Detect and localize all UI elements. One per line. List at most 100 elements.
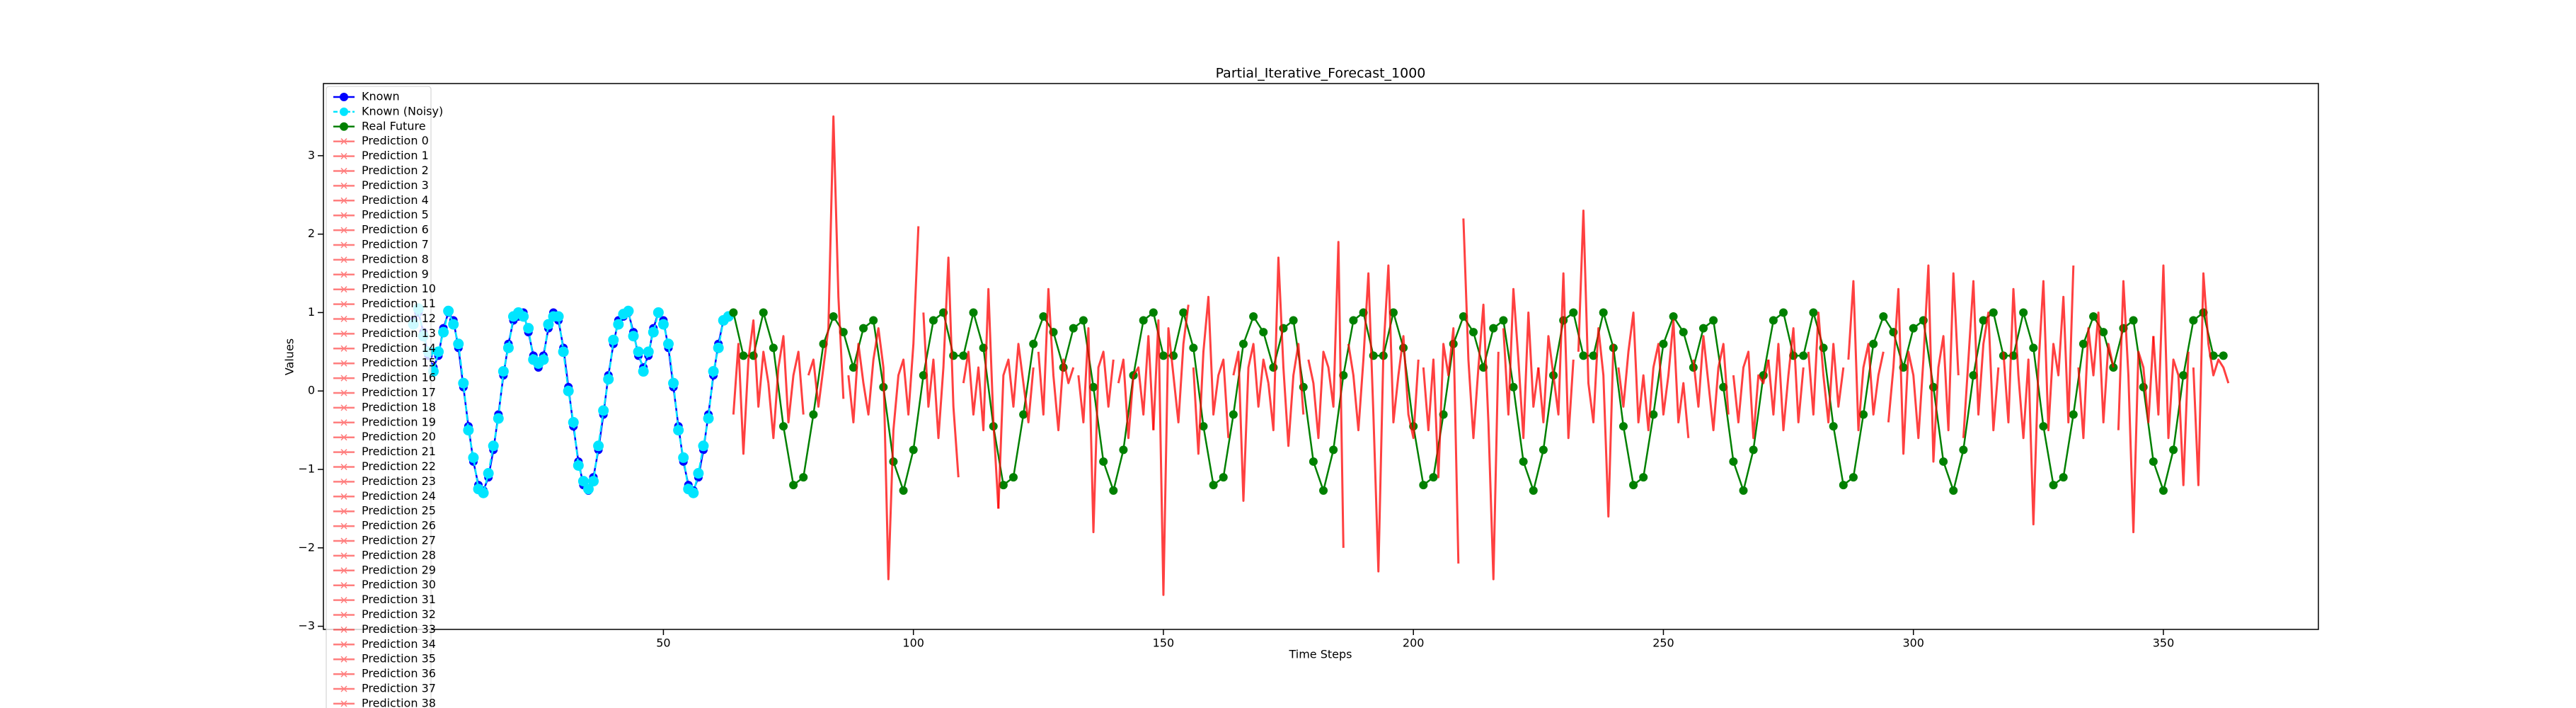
legend-label: Prediction 2 — [362, 164, 429, 177]
point — [340, 389, 347, 396]
legend-label: Prediction 17 — [362, 386, 436, 399]
point — [340, 493, 347, 500]
legend-entry — [333, 122, 355, 131]
point — [340, 182, 347, 189]
point — [438, 326, 449, 338]
plot-area — [408, 115, 2230, 596]
point — [340, 330, 347, 337]
legend-label: Prediction 22 — [362, 459, 436, 473]
x-tick-label: 50 — [656, 636, 670, 650]
point — [1829, 422, 1838, 431]
series — [1807, 311, 1845, 424]
point — [340, 611, 347, 619]
series — [2077, 311, 2115, 440]
legend-entry — [333, 567, 355, 574]
point — [1468, 328, 1478, 337]
point — [340, 315, 347, 323]
series-line — [1462, 218, 1500, 581]
point — [633, 346, 644, 358]
point — [969, 308, 978, 317]
legend-label: Prediction 38 — [362, 696, 436, 708]
point — [759, 308, 768, 317]
series — [2037, 265, 2075, 432]
point — [340, 286, 347, 293]
point — [2089, 312, 2098, 321]
legend-entry — [333, 523, 355, 530]
point — [1799, 351, 1808, 360]
series-line — [1847, 280, 1885, 432]
point — [1989, 308, 1998, 317]
series-line — [807, 115, 845, 408]
point — [1809, 308, 1818, 317]
point — [1869, 339, 1878, 348]
series — [1922, 264, 1960, 463]
legend-entry — [333, 685, 355, 692]
series — [1767, 327, 1805, 432]
point — [909, 445, 918, 455]
point — [603, 374, 614, 385]
legend-entry — [333, 182, 355, 189]
point — [468, 452, 479, 463]
legend-entry — [333, 153, 355, 160]
point — [643, 346, 654, 358]
series-line — [1192, 295, 1230, 455]
x-tick-label: 200 — [1403, 636, 1425, 650]
point — [1029, 339, 1038, 348]
point — [1509, 382, 1518, 392]
legend-label: Prediction 27 — [362, 534, 436, 547]
point — [483, 468, 494, 479]
legend-entry — [333, 419, 355, 426]
series — [1502, 287, 1540, 440]
series-line — [1422, 327, 1460, 564]
point — [340, 626, 347, 633]
point — [959, 351, 968, 360]
series — [922, 256, 960, 478]
legend-label: Prediction 24 — [362, 489, 436, 503]
series — [1232, 343, 1270, 502]
legend-entry — [333, 597, 355, 604]
legend-label: Prediction 18 — [362, 400, 436, 413]
point — [340, 641, 347, 648]
series — [2002, 287, 2040, 526]
point — [789, 481, 798, 490]
legend-entry — [333, 107, 355, 116]
y-tick-label: 2 — [308, 227, 315, 240]
series-line — [2117, 280, 2155, 534]
series — [997, 343, 1035, 509]
legend-label: Prediction 11 — [362, 297, 436, 310]
legend-label: Prediction 7 — [362, 238, 429, 251]
point — [593, 440, 604, 452]
point — [1419, 481, 1428, 490]
series-line — [732, 319, 770, 455]
legend-entry — [333, 286, 355, 293]
point — [553, 311, 564, 322]
legend-label: Real Future — [362, 119, 426, 132]
point — [1569, 308, 1578, 317]
point — [340, 241, 347, 249]
series — [1617, 311, 1655, 432]
legend-entry — [333, 227, 355, 234]
legend-label: Prediction 19 — [362, 415, 436, 428]
point — [432, 346, 444, 358]
legend-entry — [333, 345, 355, 352]
point — [340, 93, 348, 101]
series — [767, 335, 805, 440]
point — [1489, 324, 1498, 333]
legend-label: Prediction 14 — [362, 341, 436, 355]
point — [538, 354, 549, 365]
point — [1349, 316, 1358, 325]
legend-entry — [333, 301, 355, 308]
series-line — [1117, 335, 1155, 440]
point — [1669, 312, 1678, 321]
x-tick-label: 350 — [2153, 636, 2175, 650]
series — [1037, 287, 1075, 432]
series — [1847, 280, 1885, 432]
point — [563, 385, 574, 396]
series-line — [922, 256, 960, 478]
series-line — [1962, 280, 2000, 438]
legend-entry — [333, 626, 355, 633]
legend-entry — [333, 508, 355, 515]
point — [453, 338, 464, 350]
legend-label: Prediction 1 — [362, 149, 429, 162]
